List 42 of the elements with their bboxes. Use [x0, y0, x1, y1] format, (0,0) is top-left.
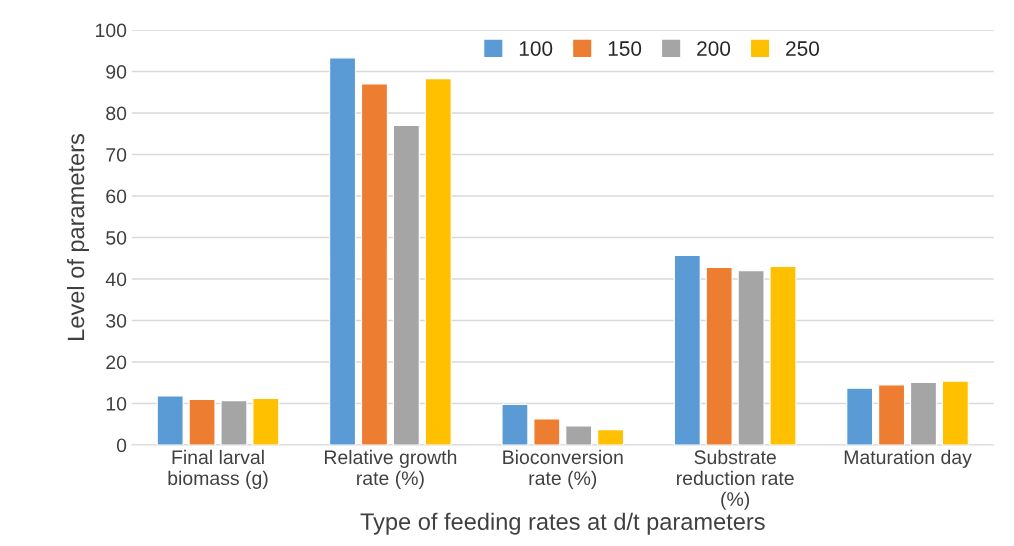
bar: [156, 395, 184, 445]
bar: [846, 387, 874, 445]
x-tick-label: Maturation day: [844, 449, 972, 468]
legend-label: 100: [519, 41, 553, 56]
y-tick-label: 90: [106, 64, 127, 79]
x-tick-label: Substrate reduction rate (%): [677, 449, 794, 510]
y-tick-label: 80: [106, 106, 127, 121]
bar: [252, 397, 280, 445]
y-tick-label: 30: [106, 313, 127, 328]
bar: [673, 254, 701, 445]
y-tick-label: 50: [106, 230, 127, 245]
bar: [220, 400, 248, 445]
bar: [941, 380, 969, 445]
bar: [360, 83, 388, 445]
legend-label: 200: [697, 41, 731, 56]
y-tick-label: 70: [106, 147, 127, 162]
bar: [909, 381, 937, 445]
y-axis-title: Level of parameters: [66, 134, 89, 340]
bar: [565, 425, 593, 445]
bar: [769, 266, 797, 445]
bar: [533, 418, 561, 445]
bar: [501, 403, 529, 445]
x-tick-label: Bioconversion rate (%): [503, 449, 623, 489]
bar: [188, 398, 216, 445]
bar: [392, 124, 420, 445]
bar: [424, 78, 452, 445]
y-tick-label: 20: [106, 355, 127, 370]
bar: [705, 266, 733, 445]
x-tick-label: Final larval biomass (g): [168, 449, 268, 489]
y-tick-label: 60: [106, 189, 127, 204]
x-axis-title: Type of feeding rates at d/t parameters: [360, 512, 765, 535]
legend-label: 150: [608, 41, 642, 56]
bar: [597, 429, 625, 445]
y-tick-label: 10: [106, 396, 127, 411]
y-tick-label: 100: [96, 23, 127, 38]
bar: [878, 384, 906, 445]
y-tick-label: 40: [105, 272, 127, 287]
y-tick-label: 0: [116, 438, 127, 453]
legend-label: 250: [786, 41, 820, 56]
bar: [737, 270, 765, 445]
bar: [329, 57, 357, 445]
x-tick-label: Relative growth rate (%): [324, 449, 457, 489]
